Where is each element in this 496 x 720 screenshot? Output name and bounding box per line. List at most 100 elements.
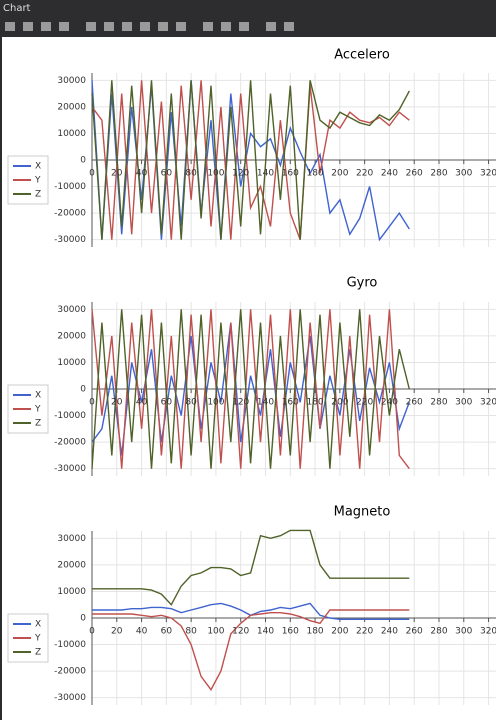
toolbar bbox=[5, 22, 294, 31]
y-tick-label: 30000 bbox=[57, 534, 86, 544]
y-tick-label: 20000 bbox=[57, 331, 86, 341]
window-border bbox=[0, 37, 2, 720]
x-tick-label: 240 bbox=[381, 626, 398, 636]
y-tick-label: -20000 bbox=[54, 209, 86, 219]
series-line bbox=[91, 80, 410, 240]
x-tick-label: 60 bbox=[161, 397, 173, 407]
x-tick-label: 320 bbox=[480, 626, 496, 636]
chart-title: Gyro bbox=[347, 276, 378, 291]
tool-icon bbox=[41, 22, 51, 31]
x-tick-label: 300 bbox=[455, 397, 472, 407]
x-tick-label: 0 bbox=[89, 397, 95, 407]
x-tick-label: 100 bbox=[207, 168, 224, 178]
tool-icon bbox=[86, 22, 96, 31]
x-tick-label: 280 bbox=[430, 397, 447, 407]
legend-label: Y bbox=[34, 175, 41, 185]
x-tick-label: 140 bbox=[257, 168, 274, 178]
y-tick-label: 0 bbox=[80, 155, 86, 165]
tool-icon bbox=[104, 22, 114, 31]
x-tick-label: 220 bbox=[356, 168, 373, 178]
tool-icon bbox=[5, 22, 15, 31]
series-line bbox=[92, 529, 410, 606]
x-tick-label: 60 bbox=[161, 626, 173, 636]
x-tick-label: 260 bbox=[406, 397, 423, 407]
y-tick-label: -30000 bbox=[54, 464, 86, 474]
tool-icon bbox=[59, 22, 69, 31]
series-line bbox=[92, 602, 410, 620]
y-tick-label: -10000 bbox=[54, 411, 86, 421]
x-tick-label: 40 bbox=[136, 168, 148, 178]
x-tick-label: 260 bbox=[406, 626, 423, 636]
y-tick-label: 30000 bbox=[57, 305, 86, 315]
x-tick-label: 120 bbox=[232, 168, 249, 178]
x-tick-label: 240 bbox=[381, 397, 398, 407]
x-tick-label: 200 bbox=[331, 168, 348, 178]
legend-label: Z bbox=[35, 189, 41, 199]
y-tick-label: -20000 bbox=[54, 667, 86, 677]
x-tick-label: 60 bbox=[161, 168, 173, 178]
series-line bbox=[91, 309, 410, 470]
x-tick-label: 100 bbox=[207, 626, 224, 636]
x-tick-label: 160 bbox=[282, 168, 299, 178]
tool-icon bbox=[239, 22, 249, 31]
x-tick-label: 180 bbox=[306, 626, 323, 636]
tool-icon bbox=[122, 22, 132, 31]
x-tick-label: 80 bbox=[185, 168, 197, 178]
y-tick-label: 30000 bbox=[57, 76, 86, 86]
x-tick-label: 80 bbox=[185, 626, 197, 636]
legend-label: Y bbox=[34, 404, 41, 414]
x-tick-label: 120 bbox=[232, 626, 249, 636]
x-tick-label: 240 bbox=[381, 168, 398, 178]
y-tick-label: -10000 bbox=[54, 640, 86, 650]
chart-title: Magneto bbox=[334, 505, 391, 520]
x-tick-label: 20 bbox=[111, 168, 123, 178]
x-tick-label: 220 bbox=[356, 397, 373, 407]
tool-icon bbox=[23, 22, 33, 31]
x-tick-label: 140 bbox=[257, 397, 274, 407]
legend-label: X bbox=[35, 390, 41, 400]
tool-icon bbox=[140, 22, 150, 31]
x-tick-label: 320 bbox=[480, 168, 496, 178]
tool-icon bbox=[284, 22, 294, 31]
series-line bbox=[91, 80, 410, 240]
x-tick-label: 180 bbox=[306, 397, 323, 407]
x-tick-label: 300 bbox=[455, 626, 472, 636]
y-tick-label: 10000 bbox=[57, 358, 86, 368]
y-tick-label: 0 bbox=[80, 384, 86, 394]
x-tick-label: 40 bbox=[136, 397, 148, 407]
y-tick-label: -30000 bbox=[54, 235, 86, 245]
x-tick-label: 120 bbox=[232, 397, 249, 407]
y-tick-label: -30000 bbox=[54, 693, 86, 703]
x-tick-label: 80 bbox=[185, 397, 197, 407]
y-tick-label: 10000 bbox=[57, 129, 86, 139]
x-tick-label: 20 bbox=[111, 626, 123, 636]
series-line bbox=[91, 309, 410, 469]
chart-title: Accelero bbox=[334, 48, 390, 63]
series-line bbox=[92, 609, 410, 692]
y-tick-label: -10000 bbox=[54, 182, 86, 192]
x-tick-label: 160 bbox=[282, 626, 299, 636]
tool-icon bbox=[158, 22, 168, 31]
x-tick-label: 0 bbox=[89, 168, 95, 178]
legend-label: X bbox=[35, 619, 41, 629]
x-tick-label: 320 bbox=[480, 397, 496, 407]
y-tick-label: 10000 bbox=[57, 587, 86, 597]
y-tick-label: 0 bbox=[80, 613, 86, 623]
legend-label: Z bbox=[35, 418, 41, 428]
y-tick-label: -20000 bbox=[54, 438, 86, 448]
x-tick-label: 260 bbox=[406, 168, 423, 178]
tool-icon bbox=[176, 22, 186, 31]
legend-label: Y bbox=[34, 633, 41, 643]
x-tick-label: 140 bbox=[257, 626, 274, 636]
legend-label: Z bbox=[35, 647, 41, 657]
y-tick-label: 20000 bbox=[57, 560, 86, 570]
x-tick-label: 40 bbox=[136, 626, 148, 636]
x-tick-label: 100 bbox=[207, 397, 224, 407]
x-tick-label: 280 bbox=[430, 626, 447, 636]
x-tick-label: 220 bbox=[356, 626, 373, 636]
x-tick-label: 200 bbox=[331, 397, 348, 407]
x-tick-label: 20 bbox=[111, 397, 123, 407]
tool-icon bbox=[203, 22, 213, 31]
